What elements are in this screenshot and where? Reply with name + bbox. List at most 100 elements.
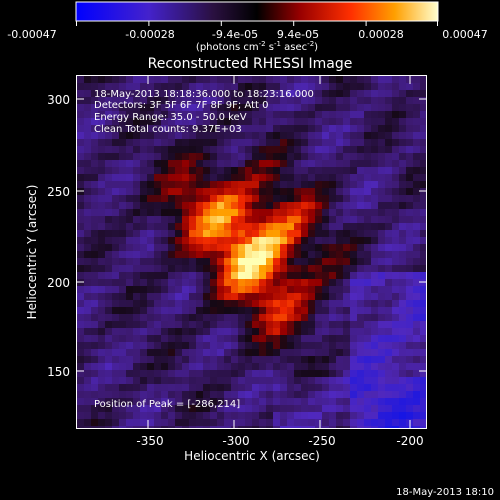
- image-pixel: [119, 405, 126, 412]
- image-pixel: [385, 342, 392, 349]
- image-pixel: [385, 356, 392, 363]
- image-pixel: [266, 230, 273, 237]
- image-pixel: [301, 230, 308, 237]
- image-pixel: [287, 265, 294, 272]
- image-pixel: [98, 209, 105, 216]
- image-pixel: [217, 223, 224, 230]
- image-pixel: [308, 244, 315, 251]
- image-pixel: [336, 321, 343, 328]
- image-pixel: [210, 391, 217, 398]
- image-pixel: [329, 412, 336, 419]
- image-pixel: [252, 419, 259, 426]
- image-pixel: [238, 377, 245, 384]
- image-pixel: [203, 272, 210, 279]
- image-pixel: [91, 132, 98, 139]
- image-pixel: [182, 118, 189, 125]
- image-pixel: [329, 377, 336, 384]
- image-pixel: [399, 370, 406, 377]
- image-pixel: [413, 153, 420, 160]
- image-pixel: [238, 307, 245, 314]
- image-pixel: [413, 181, 420, 188]
- image-pixel: [280, 139, 287, 146]
- image-pixel: [252, 174, 259, 181]
- image-pixel: [329, 321, 336, 328]
- image-pixel: [252, 111, 259, 118]
- image-pixel: [252, 195, 259, 202]
- image-pixel: [161, 202, 168, 209]
- image-pixel: [161, 328, 168, 335]
- image-pixel: [364, 237, 371, 244]
- image-pixel: [399, 293, 406, 300]
- image-pixel: [413, 97, 420, 104]
- image-pixel: [280, 167, 287, 174]
- image-pixel: [336, 209, 343, 216]
- image-pixel: [301, 307, 308, 314]
- image-pixel: [203, 83, 210, 90]
- image-pixel: [161, 146, 168, 153]
- image-pixel: [406, 209, 413, 216]
- image-pixel: [350, 202, 357, 209]
- image-pixel: [189, 349, 196, 356]
- image-pixel: [399, 384, 406, 391]
- image-pixel: [294, 286, 301, 293]
- image-pixel: [168, 125, 175, 132]
- image-pixel: [119, 328, 126, 335]
- image-pixel: [224, 230, 231, 237]
- image-pixel: [112, 363, 119, 370]
- image-pixel: [238, 195, 245, 202]
- image-pixel: [308, 314, 315, 321]
- image-pixel: [273, 90, 280, 97]
- image-pixel: [168, 181, 175, 188]
- colorbar-tick-label: 9.4e-05: [277, 28, 319, 41]
- image-pixel: [329, 160, 336, 167]
- image-pixel: [105, 251, 112, 258]
- image-pixel: [308, 370, 315, 377]
- image-pixel: [329, 363, 336, 370]
- image-pixel: [385, 181, 392, 188]
- image-pixel: [280, 321, 287, 328]
- image-pixel: [385, 293, 392, 300]
- image-pixel: [392, 230, 399, 237]
- image-pixel: [77, 328, 84, 335]
- image-pixel: [294, 146, 301, 153]
- image-pixel: [168, 160, 175, 167]
- image-pixel: [420, 195, 426, 202]
- image-pixel: [301, 216, 308, 223]
- image-pixel: [385, 216, 392, 223]
- image-pixel: [238, 356, 245, 363]
- image-pixel: [252, 314, 259, 321]
- image-pixel: [406, 412, 413, 419]
- image-pixel: [154, 174, 161, 181]
- image-pixel: [77, 321, 84, 328]
- image-pixel: [392, 195, 399, 202]
- image-pixel: [420, 104, 426, 111]
- image-pixel: [364, 202, 371, 209]
- image-pixel: [406, 83, 413, 90]
- image-pixel: [280, 153, 287, 160]
- image-pixel: [189, 244, 196, 251]
- image-pixel: [273, 307, 280, 314]
- image-pixel: [420, 300, 426, 307]
- peak-position-label: Position of Peak = [-286,214]: [94, 399, 240, 410]
- image-pixel: [273, 258, 280, 265]
- image-pixel: [420, 272, 426, 279]
- image-pixel: [273, 153, 280, 160]
- image-pixel: [364, 167, 371, 174]
- image-pixel: [266, 153, 273, 160]
- image-pixel: [287, 384, 294, 391]
- image-pixel: [203, 195, 210, 202]
- image-pixel: [91, 174, 98, 181]
- image-pixel: [126, 342, 133, 349]
- image-pixel: [273, 223, 280, 230]
- image-pixel: [252, 244, 259, 251]
- image-pixel: [161, 279, 168, 286]
- image-pixel: [294, 223, 301, 230]
- image-pixel: [308, 174, 315, 181]
- image-pixel: [133, 125, 140, 132]
- image-pixel: [357, 160, 364, 167]
- image-pixel: [385, 258, 392, 265]
- image-pixel: [168, 419, 175, 426]
- image-pixel: [329, 293, 336, 300]
- image-pixel: [140, 363, 147, 370]
- image-pixel: [280, 230, 287, 237]
